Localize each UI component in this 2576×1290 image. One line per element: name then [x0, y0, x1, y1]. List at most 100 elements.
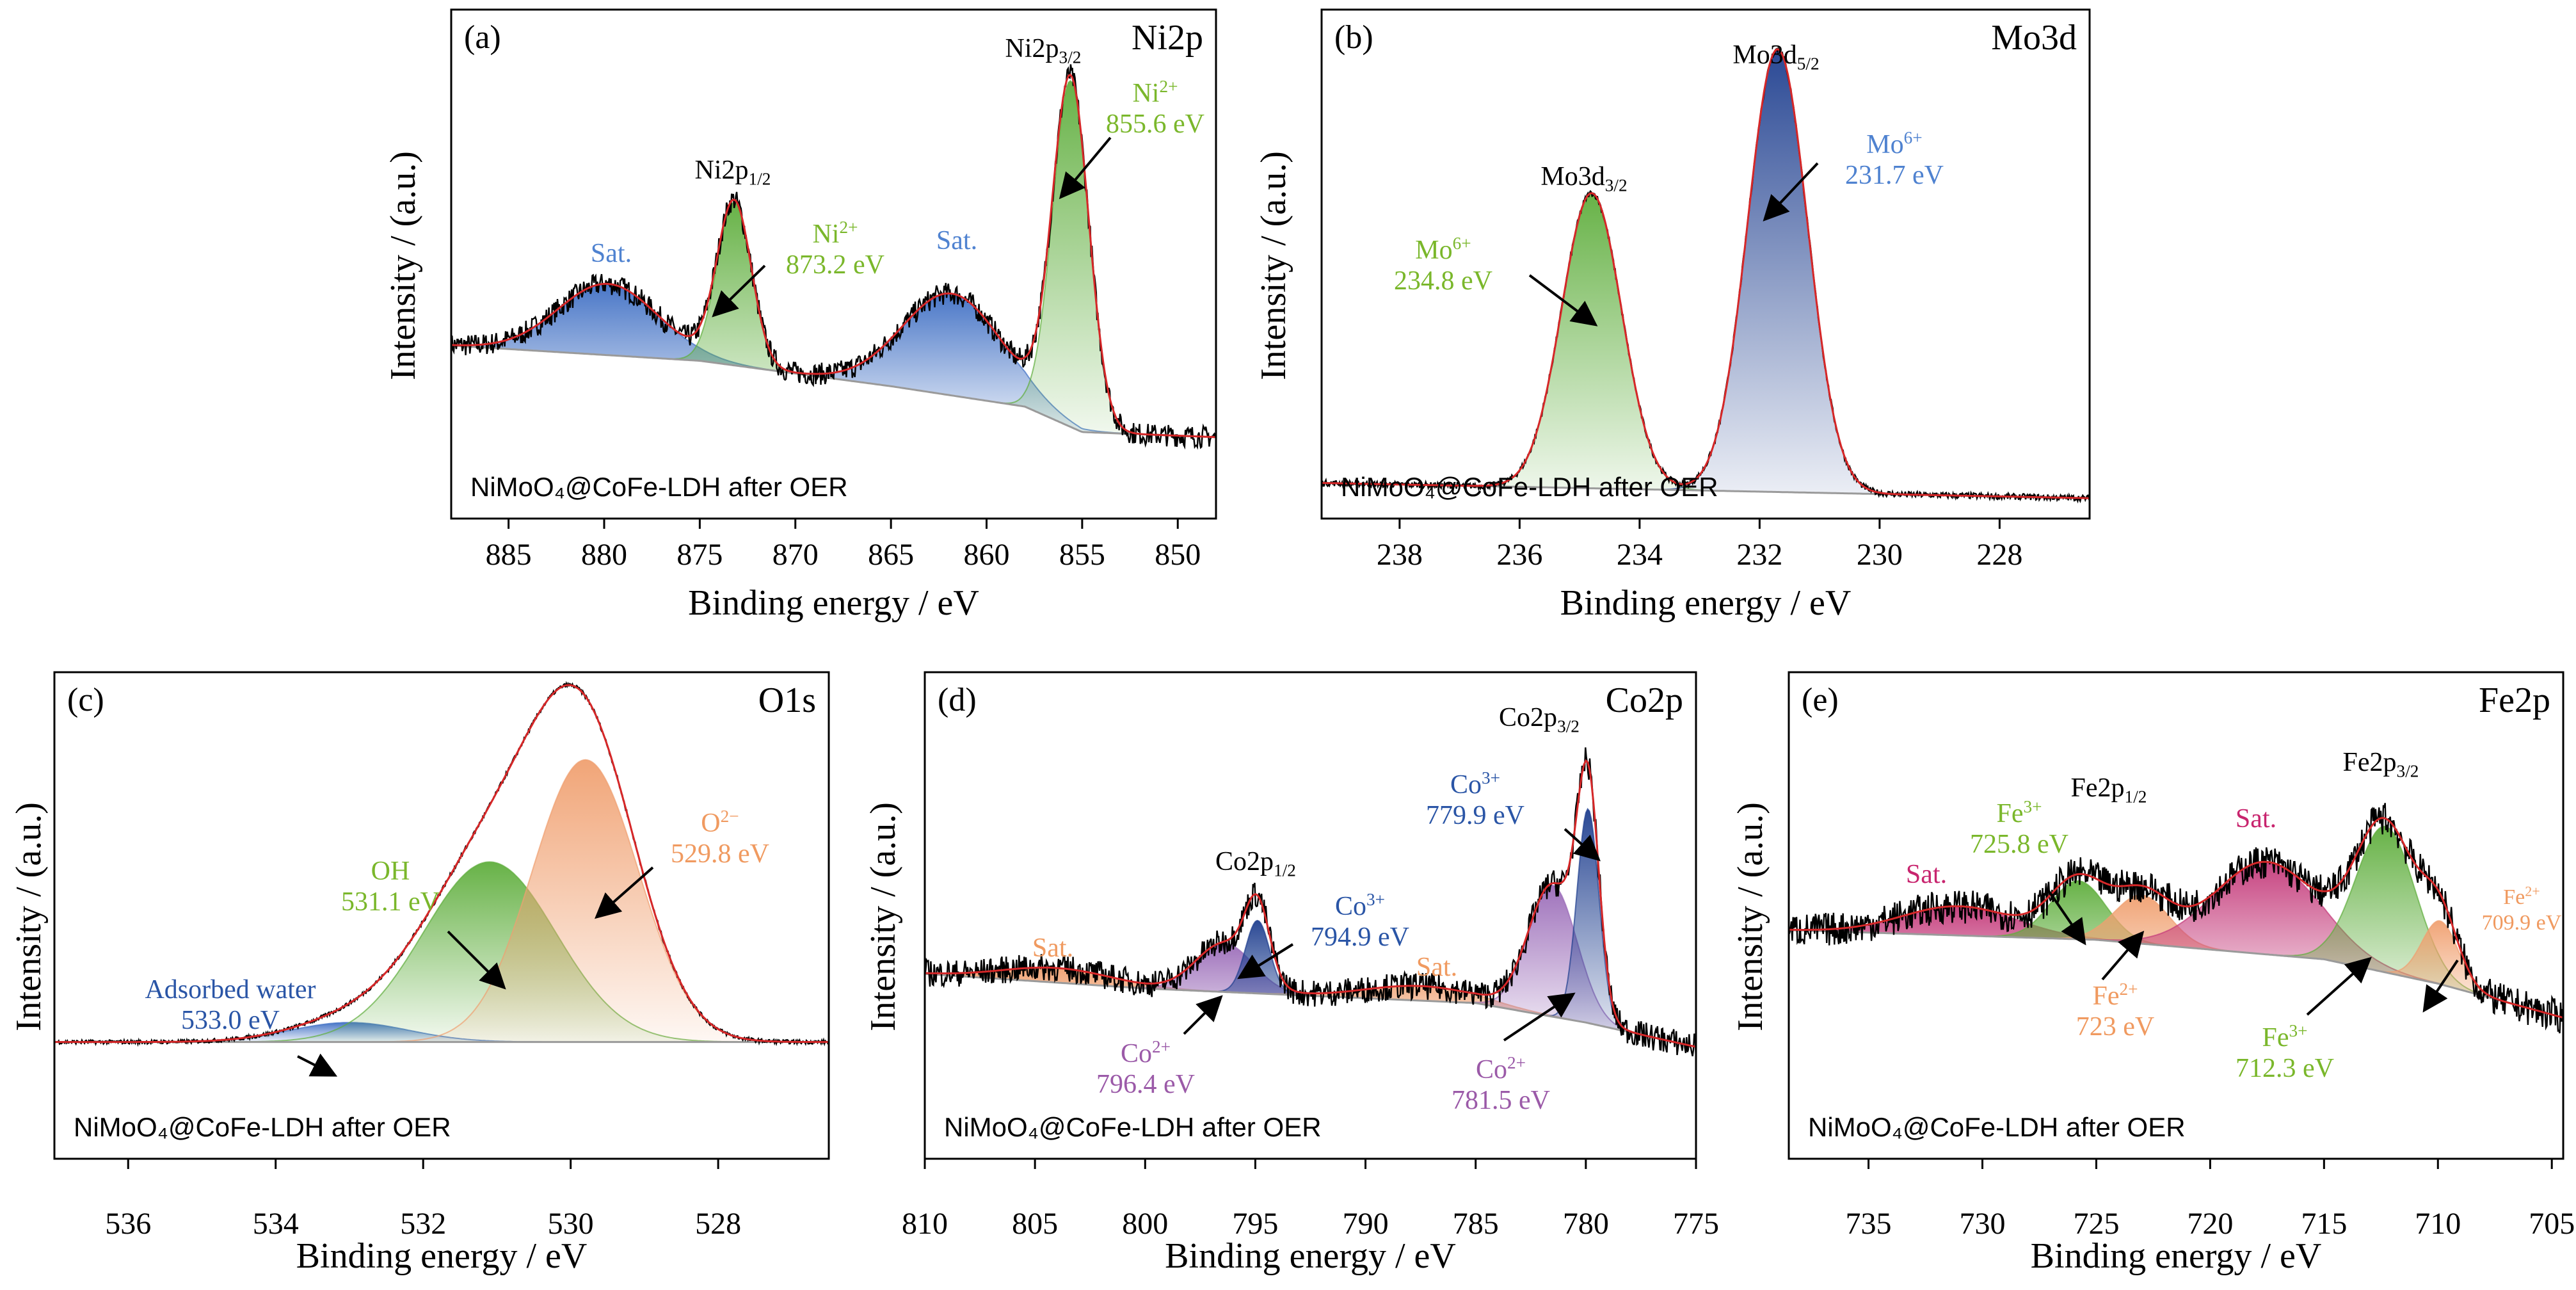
annotation-line1-a-2: Ni2+ [720, 218, 950, 249]
annotation-line1-c-2: O2− [605, 807, 835, 837]
annotation-energy-d-2: 794.9 eV [1311, 923, 1409, 952]
annotation-species-b-2: Mo3d [1732, 40, 1797, 70]
annotation-line2-e-3: 723 eV [2000, 1013, 2230, 1040]
annotation-superscript-a-2: 2+ [839, 218, 858, 237]
y-axis-label-a: Intensity / (a.u.) [383, 150, 423, 380]
plot-frame-d [924, 671, 1697, 1160]
annotation-a-2: Ni2+ 873.2 eV [720, 218, 950, 278]
x-tick-label-a-6: 855 [1059, 538, 1105, 572]
annotation-superscript-a-5: 2+ [1159, 77, 1178, 96]
x-tick-label-b-0: 238 [1376, 538, 1423, 572]
annotation-subscript-d-1: 1/2 [1274, 860, 1296, 880]
annotation-e-3: Fe2+ 723 eV [2000, 980, 2230, 1040]
x-axis-label-b: Binding energy / eV [1560, 583, 1852, 623]
annotation-line1-a-3: Sat. [842, 227, 1072, 254]
sample-label-b: NiMoO₄@CoFe-LDH after OER [1341, 472, 1718, 502]
annotation-superscript-d-3: 2+ [1151, 1037, 1171, 1056]
x-tick-label-e-6: 705 [2529, 1207, 2575, 1241]
chart-panel-a [450, 8, 1217, 538]
annotation-superscript-e-7: 2+ [2525, 883, 2540, 899]
annotation-line1-e-2: Fe2p1/2 [1994, 775, 2224, 805]
annotation-species-a-2: Ni [812, 220, 840, 249]
annotation-superscript-c-2: 2− [720, 807, 739, 826]
annotation-energy-e-7: 709.9 eV [2481, 911, 2562, 935]
x-tick-label-c-3: 530 [547, 1207, 594, 1241]
x-tick-label-a-0: 885 [485, 538, 532, 572]
annotation-line1-d-1: Co2p1/2 [1140, 848, 1371, 879]
annotation-line2-e-7: 709.9 eV [2406, 912, 2576, 934]
annotation-line2-d-6: 779.9 eV [1360, 802, 1590, 829]
annotation-d-6: Co3+ 779.9 eV [1360, 768, 1590, 829]
annotation-species-d-0: Sat. [1032, 933, 1074, 963]
annotation-line1-e-5: Fe2p3/2 [2266, 749, 2496, 780]
annotation-d-7: Co2+ 781.5 eV [1386, 1054, 1616, 1114]
annotation-c-2: O2− 529.8 eV [605, 807, 835, 869]
annotation-energy-e-3: 723 eV [2076, 1012, 2155, 1042]
annotation-species-d-5: Co2p [1499, 703, 1558, 732]
annotation-subscript-e-2: 1/2 [2124, 787, 2147, 807]
annotation-superscript-d-2: 3+ [1366, 890, 1386, 909]
annotation-d-5: Co2p3/2 [1424, 703, 1654, 735]
chart-panel-d [924, 671, 1697, 1178]
annotation-d-0: Sat. [938, 935, 1168, 962]
plot-frame-c [53, 671, 830, 1160]
fit-envelope-d [924, 759, 1697, 1048]
annotation-c-0: Adsorbed water 533.0 eV [115, 976, 346, 1034]
annotation-line1-d-3: Co2+ [1030, 1037, 1261, 1067]
plot-frame-a [450, 8, 1217, 520]
x-axis-label-c: Binding energy / eV [296, 1236, 588, 1276]
annotation-line1-c-0: Adsorbed water [115, 976, 346, 1003]
annotation-line1-e-3: Fe2+ [2000, 980, 2230, 1010]
annotation-energy-d-6: 779.9 eV [1426, 801, 1524, 830]
x-tick-label-b-5: 228 [1976, 538, 2023, 572]
x-tick-label-d-6: 780 [1562, 1207, 1609, 1241]
chart-panel-c [53, 671, 830, 1178]
x-tick-label-a-1: 880 [581, 538, 627, 572]
annotation-line2-d-3: 796.4 eV [1030, 1071, 1261, 1098]
x-tick-label-c-2: 532 [400, 1207, 447, 1241]
x-tick-label-e-3: 720 [2187, 1207, 2234, 1241]
chart-panel-b [1320, 8, 2091, 538]
annotation-e-5: Fe2p3/2 [2266, 749, 2496, 780]
annotation-energy-c-2: 529.8 eV [671, 839, 769, 869]
annotation-e-1: Fe3+ 725.8 eV [1904, 798, 2134, 858]
plot-area-c [53, 671, 830, 1169]
x-tick-label-a-4: 865 [868, 538, 915, 572]
annotation-line2-b-1: 234.8 eV [1328, 268, 1558, 294]
panel-label-d: (d) [938, 682, 977, 718]
annotation-line1-d-4: Sat. [1322, 954, 1552, 981]
annotation-superscript-d-6: 3+ [1481, 768, 1501, 787]
annotation-d-3: Co2+ 796.4 eV [1030, 1037, 1261, 1098]
annotation-superscript-e-3: 2+ [2119, 980, 2138, 999]
annotation-subscript-a-1: 1/2 [748, 169, 771, 189]
annotation-b-3: Mo6+ 231.7 eV [1779, 129, 2010, 190]
annotation-species-d-7: Co [1475, 1055, 1507, 1084]
annotation-b-1: Mo6+ 234.8 eV [1328, 234, 1558, 294]
plot-frame-b [1320, 8, 2091, 520]
annotation-line1-a-5: Ni2+ [1040, 77, 1270, 107]
x-tick-label-e-4: 715 [2301, 1207, 2348, 1241]
annotation-species-b-3: Mo [1866, 130, 1904, 159]
annotation-line1-a-0: Sat. [496, 240, 726, 267]
annotation-species-a-1: Ni2p [694, 156, 749, 185]
annotation-energy-d-3: 796.4 eV [1096, 1070, 1195, 1099]
x-tick-label-e-0: 735 [1845, 1207, 1892, 1241]
annotation-energy-c-0: 533.0 eV [181, 1006, 280, 1035]
x-tick-label-e-5: 710 [2415, 1207, 2461, 1241]
annotation-line2-c-0: 533.0 eV [115, 1007, 346, 1034]
y-axis-label-b: Intensity / (a.u.) [1254, 150, 1293, 380]
annotation-a-4: Ni2p3/2 [928, 35, 1158, 66]
x-tick-label-c-4: 528 [695, 1207, 742, 1241]
annotation-species-d-2: Co [1334, 892, 1366, 921]
annotation-energy-c-1: 531.1 eV [341, 887, 440, 917]
annotation-c-1: OH 531.1 eV [275, 858, 506, 915]
panel-title-e: Fe2p [2479, 681, 2550, 720]
panel-title-d: Co2p [1605, 681, 1683, 720]
x-axis-label-a: Binding energy / eV [688, 583, 979, 623]
panel-title-c: O1s [758, 681, 816, 720]
annotation-energy-b-3: 231.7 eV [1845, 161, 1944, 190]
x-tick-label-d-2: 800 [1122, 1207, 1169, 1241]
fit-envelope-e [1789, 817, 2564, 1019]
annotation-species-e-1: Fe [1996, 799, 2024, 828]
fit-envelope-c [54, 684, 829, 1044]
